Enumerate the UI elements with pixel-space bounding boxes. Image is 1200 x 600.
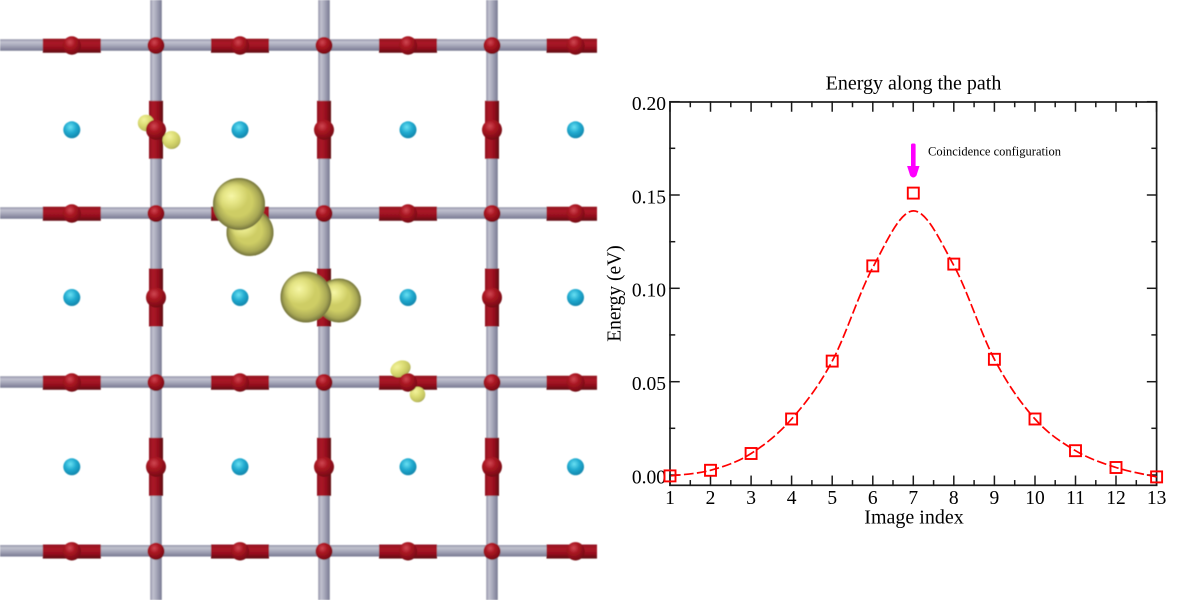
- svg-text:Coincidence configuration: Coincidence configuration: [928, 145, 1062, 159]
- svg-text:0.00: 0.00: [632, 467, 666, 488]
- svg-text:9: 9: [990, 488, 1000, 509]
- svg-text:1: 1: [665, 488, 675, 509]
- svg-text:3: 3: [746, 488, 756, 509]
- svg-text:Energy (eV): Energy (eV): [605, 245, 626, 342]
- svg-text:0.15: 0.15: [632, 187, 666, 208]
- svg-text:6: 6: [868, 488, 878, 509]
- svg-text:Energy along the path: Energy along the path: [826, 72, 1002, 94]
- svg-text:11: 11: [1066, 488, 1085, 509]
- svg-text:Image index: Image index: [864, 507, 963, 529]
- svg-text:7: 7: [908, 488, 918, 509]
- svg-text:0.10: 0.10: [632, 281, 666, 302]
- svg-text:4: 4: [787, 488, 797, 509]
- svg-text:5: 5: [827, 488, 837, 509]
- svg-text:0.20: 0.20: [632, 94, 666, 115]
- svg-text:0.05: 0.05: [632, 374, 666, 395]
- svg-text:13: 13: [1147, 488, 1167, 509]
- svg-text:10: 10: [1025, 488, 1045, 509]
- svg-text:12: 12: [1106, 488, 1126, 509]
- svg-text:2: 2: [706, 488, 716, 509]
- svg-text:8: 8: [949, 488, 959, 509]
